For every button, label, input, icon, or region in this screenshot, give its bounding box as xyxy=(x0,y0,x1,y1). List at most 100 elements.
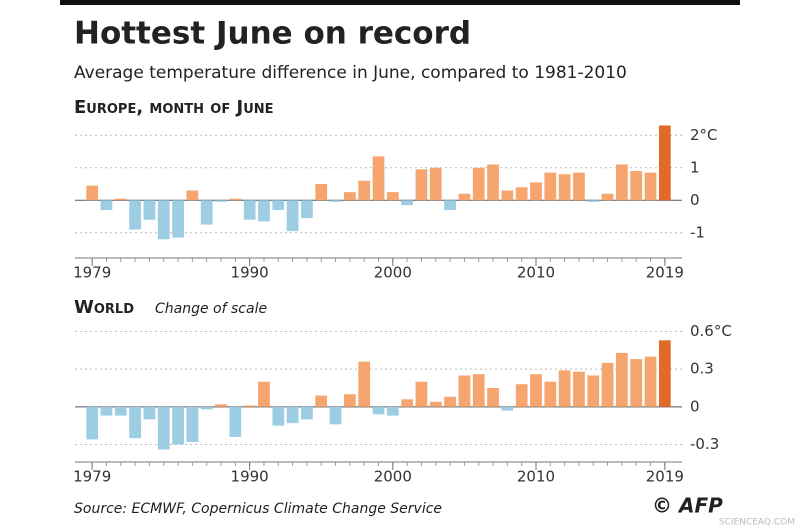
bar xyxy=(487,388,499,407)
y-tick-label: -0.3 xyxy=(690,435,719,453)
bar xyxy=(200,406,213,410)
bar xyxy=(186,190,199,201)
bar xyxy=(644,172,657,201)
bar xyxy=(129,406,141,439)
y-tick-label: 1 xyxy=(690,158,700,176)
bar xyxy=(501,406,514,411)
bar xyxy=(544,172,557,201)
bar xyxy=(286,200,299,232)
panel-title: Europe, month of June xyxy=(74,97,274,118)
bar xyxy=(515,384,528,407)
bar xyxy=(100,406,113,416)
x-tick-label: 1979 xyxy=(73,468,111,486)
x-tick-label: 1979 xyxy=(73,264,111,282)
y-tick-label: 0.3 xyxy=(690,360,714,378)
bar xyxy=(129,200,141,230)
bar xyxy=(515,187,528,201)
bar xyxy=(530,182,542,201)
bar xyxy=(229,198,242,201)
y-tick-label: -1 xyxy=(690,223,705,241)
bar xyxy=(329,200,342,202)
bar xyxy=(215,200,227,202)
y-tick-label: 0.6°C xyxy=(690,322,732,340)
bar xyxy=(358,180,371,201)
bar xyxy=(200,200,213,225)
bar xyxy=(172,406,184,445)
bar xyxy=(630,171,643,201)
bar xyxy=(315,184,328,201)
bar xyxy=(258,200,270,222)
bar xyxy=(343,192,356,201)
bar xyxy=(157,406,170,450)
bar xyxy=(386,406,399,416)
bar xyxy=(286,406,299,424)
bar xyxy=(558,174,571,201)
bar xyxy=(358,361,371,407)
watermark: SCIENCEAQ.COM xyxy=(719,518,795,528)
bar xyxy=(487,164,499,201)
bar xyxy=(544,381,557,407)
bar xyxy=(658,125,671,201)
bar xyxy=(372,406,385,415)
subtitle: Average temperature difference in June, … xyxy=(74,63,627,83)
bar xyxy=(558,370,571,407)
bar xyxy=(86,185,99,201)
x-tick-label: 2019 xyxy=(646,468,684,486)
top-rule xyxy=(60,0,740,5)
title: Hottest June on record xyxy=(74,16,471,52)
bar xyxy=(458,375,471,407)
y-tick-label: 2°C xyxy=(690,126,718,144)
bar xyxy=(100,200,113,210)
bar xyxy=(587,200,600,202)
bar xyxy=(573,172,585,201)
bar xyxy=(157,200,170,240)
x-tick-label: 1990 xyxy=(231,264,269,282)
bar xyxy=(444,200,456,210)
scale-note: Change of scale xyxy=(155,301,267,317)
bar xyxy=(386,192,399,201)
bar xyxy=(501,190,514,201)
bar xyxy=(215,404,227,407)
x-tick-label: 2010 xyxy=(517,468,555,486)
bar xyxy=(530,374,542,407)
bar xyxy=(616,164,628,201)
x-tick-label: 1990 xyxy=(231,468,269,486)
bar xyxy=(472,374,485,407)
x-tick-label: 2000 xyxy=(374,468,412,486)
bar xyxy=(86,406,99,440)
bar xyxy=(272,406,285,426)
bar xyxy=(401,200,414,206)
credit: © AFP xyxy=(652,494,723,518)
bar xyxy=(401,399,414,407)
bar xyxy=(143,406,156,420)
bar xyxy=(616,352,628,407)
bar xyxy=(372,156,385,201)
bar xyxy=(458,193,471,201)
bar xyxy=(343,394,356,407)
bar xyxy=(243,405,256,407)
bar xyxy=(601,362,614,407)
bar xyxy=(601,193,614,201)
y-tick-label: 0 xyxy=(690,397,700,415)
bar xyxy=(301,200,313,219)
bar xyxy=(114,406,127,416)
bar xyxy=(415,381,428,407)
bar xyxy=(258,381,270,407)
x-tick-label: 2019 xyxy=(646,264,684,282)
y-tick-label: 0 xyxy=(690,191,700,209)
x-tick-label: 2000 xyxy=(374,264,412,282)
bar xyxy=(630,359,643,407)
bar xyxy=(114,198,127,201)
panel-title: World xyxy=(74,297,134,318)
bar xyxy=(644,356,657,407)
bar xyxy=(272,200,285,210)
bar xyxy=(658,340,671,407)
bar xyxy=(429,401,442,407)
bar xyxy=(415,169,428,201)
bar xyxy=(587,375,600,407)
bar xyxy=(172,200,184,238)
bar xyxy=(143,200,156,220)
source: Source: ECMWF, Copernicus Climate Change… xyxy=(74,501,442,517)
